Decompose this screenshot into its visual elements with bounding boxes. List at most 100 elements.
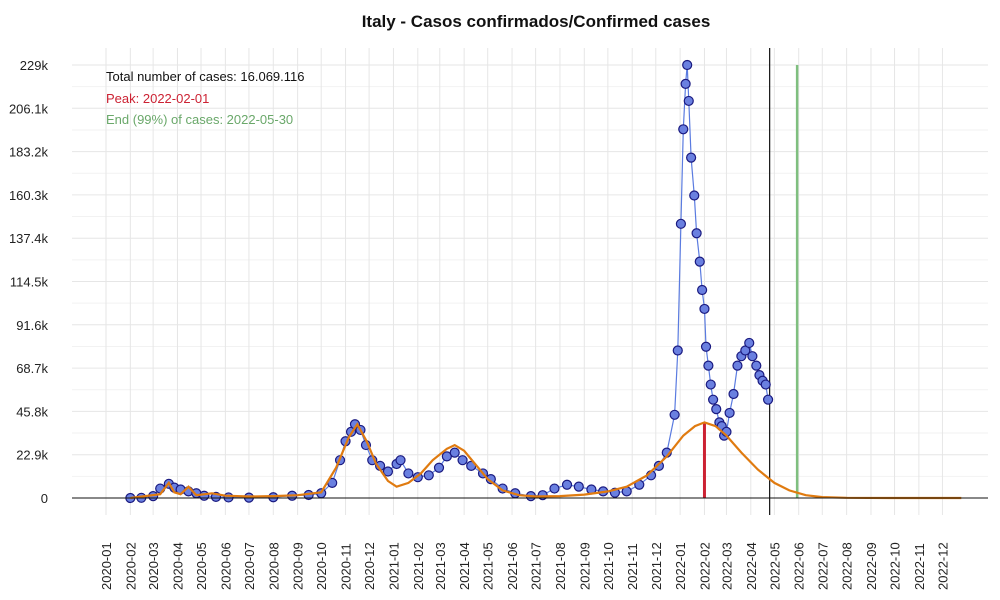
x-tick-label: 2021-05	[481, 542, 496, 590]
x-tick-label: 2020-05	[194, 542, 209, 590]
x-tick-label: 2021-09	[577, 542, 592, 590]
x-tick-label-group: 2022-10	[888, 542, 903, 590]
data-point	[697, 284, 708, 296]
x-tick-label-group: 2021-05	[481, 542, 496, 590]
data-point	[686, 152, 697, 163]
x-tick-label-group: 2022-04	[744, 542, 759, 590]
x-tick-label-group: 2021-01	[386, 542, 401, 590]
x-tick-label-group: 2020-03	[146, 542, 161, 590]
data-point	[751, 360, 762, 371]
x-tick-label: 2022-02	[697, 542, 712, 590]
x-tick-label: 2021-11	[625, 543, 640, 590]
x-tick-label: 2021-07	[529, 542, 544, 590]
x-tick-label: 2021-04	[457, 542, 472, 590]
data-point	[762, 394, 774, 405]
y-tick-label: 183.2k	[9, 145, 49, 160]
data-point	[678, 124, 689, 135]
data-point	[449, 447, 460, 458]
x-tick-label: 2021-02	[411, 542, 426, 590]
x-tick-label: 2020-09	[291, 542, 306, 590]
x-tick-label: 2022-01	[673, 542, 688, 590]
y-tick-label: 229k	[20, 58, 49, 73]
data-point	[561, 479, 573, 490]
x-tick-label: 2022-04	[744, 542, 759, 590]
x-tick-label-group: 2021-04	[457, 542, 472, 590]
x-tick-label-group: 2021-12	[649, 542, 664, 590]
x-tick-label: 2020-07	[242, 542, 257, 590]
data-point	[669, 409, 680, 420]
y-tick-label: 45.8k	[16, 404, 48, 419]
data-point	[423, 470, 434, 481]
fit-curve	[130, 421, 962, 500]
x-tick-label-group: 2021-09	[577, 542, 592, 590]
x-tick-label-group: 2022-06	[792, 542, 807, 590]
data-point	[703, 360, 714, 371]
data-point	[760, 379, 771, 390]
x-tick-label: 2020-12	[362, 542, 377, 590]
data-point	[728, 388, 739, 400]
x-tick-label: 2021-12	[649, 542, 664, 590]
data-point	[711, 404, 722, 415]
x-tick-label: 2022-09	[864, 542, 879, 590]
x-tick-label: 2020-01	[99, 542, 114, 590]
annotations: Total number of cases: 16.069.116 Peak: …	[106, 69, 305, 127]
data-point	[694, 256, 705, 267]
x-tick-label: 2022-05	[767, 542, 782, 590]
annotation-end: End (99%) of cases: 2022-05-30	[106, 112, 293, 127]
x-tick-label-group: 2022-07	[815, 542, 830, 590]
data-point	[395, 455, 406, 466]
x-tick-label-group: 2020-12	[362, 542, 377, 590]
y-tick-label: 206.1k	[9, 101, 49, 116]
data-point	[683, 95, 694, 107]
x-tick-label: 2020-02	[123, 542, 138, 590]
annotation-peak: Peak: 2022-02-01	[106, 91, 209, 106]
data-point	[682, 59, 693, 71]
x-tick-label-group: 2022-08	[840, 542, 855, 590]
x-tick-label: 2020-03	[146, 542, 161, 590]
x-tick-label-group: 2022-05	[767, 542, 782, 590]
grid	[72, 48, 988, 515]
x-tick-label-group: 2020-05	[194, 542, 209, 590]
x-tick-label: 2020-08	[266, 542, 281, 590]
x-tick-label-group: 2022-03	[719, 542, 734, 590]
x-tick-label-group: 2020-09	[291, 542, 306, 590]
x-tick-label: 2021-01	[386, 542, 401, 590]
x-tick-label-group: 2020-01	[99, 542, 114, 590]
x-tick-label: 2022-11	[912, 543, 927, 590]
x-tick-label-group: 2021-02	[411, 542, 426, 590]
x-tick-label-group: 2020-02	[123, 542, 138, 590]
data-point	[403, 468, 414, 479]
x-tick-label-group: 2021-07	[529, 542, 544, 590]
x-tick-label: 2021-03	[433, 542, 448, 590]
x-tick-label-group: 2020-10	[314, 542, 329, 590]
data-point	[382, 466, 394, 477]
x-tick-label-group: 2020-06	[218, 542, 233, 590]
x-tick-label: 2020-06	[218, 542, 233, 590]
chart-title: Italy - Casos confirmados/Confirmed case…	[361, 12, 711, 31]
x-tick-label: 2021-06	[505, 542, 520, 590]
x-tick-label-group: 2022-01	[673, 542, 688, 590]
y-tick-label: 114.5k	[10, 275, 49, 290]
data-point	[433, 462, 445, 473]
data-point	[744, 337, 755, 349]
x-tick-label: 2021-08	[553, 542, 568, 590]
data-point	[672, 345, 683, 356]
x-tick-label-group: 2020-08	[266, 542, 281, 590]
data-point	[653, 460, 665, 471]
data-point	[732, 360, 743, 371]
data-point	[457, 455, 468, 466]
x-tick-label-group: 2021-11	[625, 543, 640, 590]
x-tick-label: 2021-10	[601, 542, 616, 590]
x-tick-label: 2022-07	[815, 542, 830, 590]
x-tick-label: 2022-06	[792, 542, 807, 590]
x-tick-label-group: 2022-11	[912, 543, 927, 590]
data-point	[699, 303, 710, 315]
x-tick-label-group: 2022-12	[935, 542, 950, 590]
x-tick-label-group: 2021-10	[601, 542, 616, 590]
y-tick-label: 91.6k	[16, 318, 48, 333]
axes: 0 22.9k 45.8k 68.7k 91.6k 114.5k 137.4k 160.3k 1…	[9, 58, 988, 590]
x-tick-label-group: 2021-06	[505, 542, 520, 590]
data-point	[689, 190, 700, 201]
